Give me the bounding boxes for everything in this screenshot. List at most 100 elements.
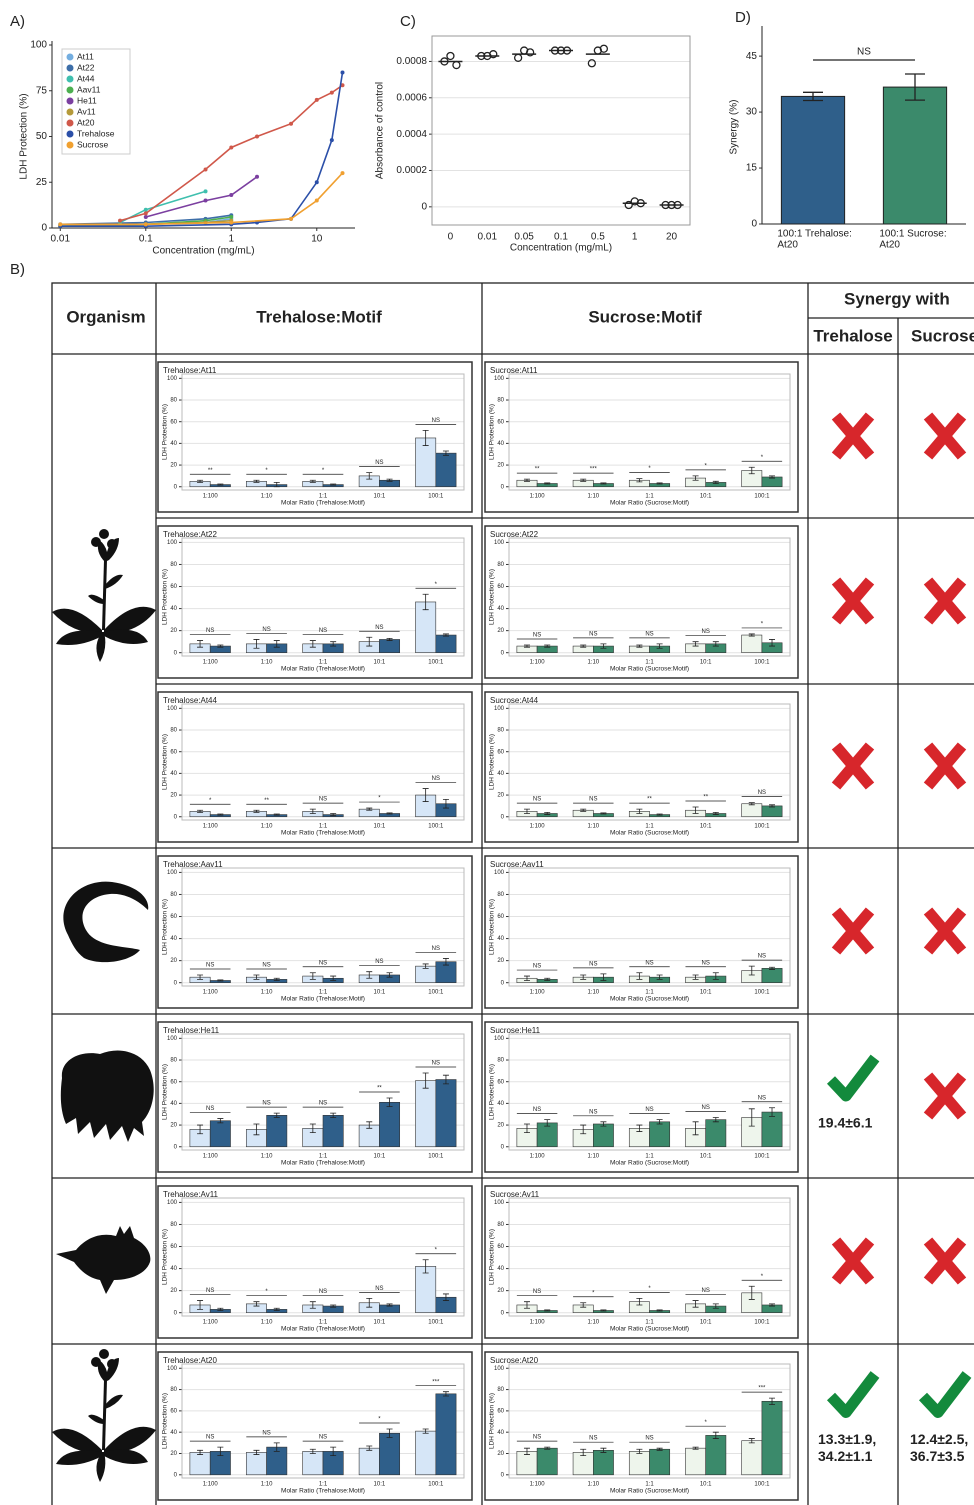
significance-label: NS bbox=[589, 797, 597, 803]
y-tick-label: 40 bbox=[170, 441, 177, 447]
y-tick-label: 60 bbox=[170, 584, 177, 590]
error-bar bbox=[273, 1442, 280, 1452]
x-tick-label: 1:10 bbox=[261, 1154, 273, 1160]
error-bar bbox=[309, 640, 316, 648]
significance-label: NS bbox=[432, 946, 440, 952]
x-axis-title: Molar Ratio (Sucrose:Motif) bbox=[610, 1160, 689, 1167]
x-tick-label: 100:1 bbox=[428, 494, 444, 500]
error-bar bbox=[330, 975, 337, 981]
y-tick-label: 20 bbox=[497, 1451, 504, 1457]
bar bbox=[379, 1432, 401, 1476]
y-tick-label: 40 bbox=[497, 606, 504, 612]
significance-label: ** bbox=[264, 798, 269, 804]
legend-marker bbox=[66, 86, 74, 94]
legend-label: He11 bbox=[77, 95, 97, 105]
y-tick-label: 60 bbox=[497, 914, 504, 920]
significance-label: * bbox=[378, 1417, 381, 1423]
data-point bbox=[489, 50, 498, 59]
x-tick-label: 0 bbox=[448, 232, 454, 243]
y-tick-label: 0 bbox=[174, 1144, 178, 1150]
significance-label: NS bbox=[375, 460, 383, 466]
y-tick-label: 0 bbox=[174, 980, 178, 986]
x-tick-label: 1:1 bbox=[319, 494, 328, 500]
x-tick-label: 100:1 bbox=[754, 494, 770, 500]
error-bar bbox=[366, 1297, 373, 1308]
worm-icon bbox=[63, 881, 149, 963]
y-tick-label: 80 bbox=[170, 728, 177, 734]
significance-label: * bbox=[648, 466, 651, 472]
x-axis-title: Molar Ratio (Trehalose:Motif) bbox=[281, 500, 365, 507]
plot-border bbox=[508, 373, 791, 491]
error-bar bbox=[712, 1431, 719, 1439]
error-bar bbox=[422, 1259, 429, 1274]
error-bar bbox=[217, 1446, 224, 1457]
data-point bbox=[452, 60, 461, 70]
significance-label: ** bbox=[703, 795, 708, 801]
y-tick-label: 20 bbox=[170, 1451, 177, 1457]
y-tick-label: 100 bbox=[167, 870, 178, 876]
x-tick-label: 1:1 bbox=[645, 824, 654, 830]
error-bar bbox=[309, 1301, 316, 1309]
error-bar bbox=[803, 91, 823, 102]
error-bar bbox=[769, 475, 776, 479]
bar bbox=[761, 1111, 783, 1148]
header-cell: Trehalose bbox=[813, 326, 892, 345]
bar bbox=[780, 95, 846, 225]
cross-icon bbox=[923, 1237, 967, 1285]
y-axis-title: LDH Protection (%) bbox=[489, 1064, 496, 1120]
x-axis-title: Concentration (mg/mL) bbox=[152, 246, 254, 257]
y-tick-label: 60 bbox=[497, 419, 504, 425]
data-point bbox=[255, 174, 260, 179]
synergy-value: 19.4±6.1 bbox=[818, 1115, 873, 1131]
error-bar bbox=[580, 644, 587, 648]
y-tick-label: 15 bbox=[746, 163, 758, 174]
error-bar bbox=[636, 478, 643, 483]
error-bar bbox=[422, 593, 429, 611]
synergy-value: 34.2±1.1 bbox=[818, 1448, 873, 1464]
error-bar bbox=[769, 966, 776, 970]
y-tick-label: 60 bbox=[497, 749, 504, 755]
error-bar bbox=[656, 1309, 663, 1312]
significance-label: NS bbox=[645, 1107, 653, 1113]
y-tick-label: 25 bbox=[36, 177, 48, 188]
x-tick-label: 1:100 bbox=[203, 494, 219, 500]
significance-label: NS bbox=[206, 1106, 214, 1112]
error-bar bbox=[442, 1391, 449, 1397]
error-bar bbox=[197, 1300, 204, 1310]
error-bar bbox=[386, 812, 393, 815]
error-bar bbox=[656, 974, 663, 980]
y-axis-title: LDH Protection (%) bbox=[162, 569, 169, 625]
error-bar bbox=[330, 1446, 337, 1457]
x-tick-label: 1:1 bbox=[319, 824, 328, 830]
error-bar bbox=[580, 808, 587, 812]
y-tick-label: 100 bbox=[494, 870, 505, 876]
legend-label: At20 bbox=[77, 117, 95, 127]
chart-title: Trehalose:Aav11 bbox=[163, 860, 223, 869]
plot-border bbox=[508, 1033, 791, 1151]
x-tick-label: 0.05 bbox=[514, 232, 534, 243]
data-point bbox=[661, 200, 670, 210]
significance-label: NS bbox=[432, 418, 440, 424]
cross-icon bbox=[923, 907, 967, 955]
y-tick-label: 40 bbox=[497, 1101, 504, 1107]
significance-label: * bbox=[322, 468, 325, 474]
chart-title: Sucrose:At11 bbox=[490, 366, 538, 375]
bar bbox=[649, 1448, 671, 1476]
error-bar bbox=[386, 1097, 393, 1108]
synergy-value: 12.4±2.5, bbox=[910, 1431, 968, 1447]
x-tick-label: 10:1 bbox=[700, 824, 712, 830]
significance-label: NS bbox=[262, 627, 270, 633]
x-tick-label: 1:100 bbox=[530, 660, 546, 666]
significance-label: ** bbox=[377, 1086, 382, 1092]
bar bbox=[435, 1393, 457, 1476]
significance-label: NS bbox=[702, 1288, 710, 1294]
x-tick-label: 1:1 bbox=[319, 990, 328, 996]
significance-label: * bbox=[761, 1274, 764, 1280]
header-cell: Trehalose:Motif bbox=[256, 307, 382, 326]
error-bar bbox=[197, 809, 204, 813]
error-bar bbox=[273, 1112, 280, 1118]
bar bbox=[761, 1400, 783, 1476]
plot-border bbox=[181, 373, 465, 491]
legend-marker bbox=[66, 119, 74, 127]
y-tick-label: 0 bbox=[501, 1144, 505, 1150]
